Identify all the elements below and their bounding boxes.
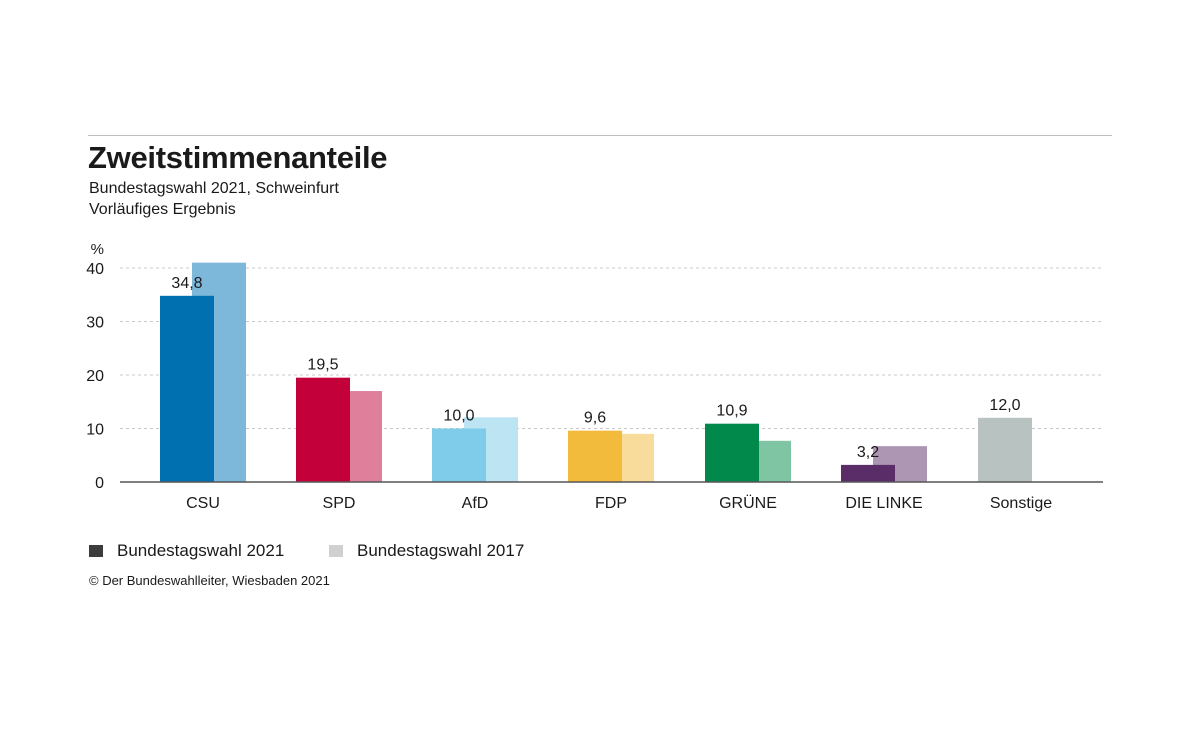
data-label: 19,5 — [307, 357, 338, 374]
bar-chart: 0 10 20 30 40% 34,8 CSU 19,5 SPD 10,0 AfD 9,6 FDP 10,… — [86, 241, 1103, 512]
legend-label-2021: Bundestagswahl 2021 — [117, 541, 285, 560]
y-axis-unit: % — [91, 241, 104, 258]
legend-item-2021: Bundestagswahl 2021 — [89, 541, 284, 561]
chart-title: Zweitstimmenanteile — [88, 140, 388, 175]
x-tick-label: DIE LINKE — [845, 495, 922, 512]
bar-2021-afd — [432, 428, 486, 482]
chart-subtitle: Bundestagswahl 2021, Schweinfurt — [89, 180, 339, 197]
legend-item-2017: Bundestagswahl 2017 — [329, 541, 524, 561]
legend-swatch-2017 — [329, 545, 343, 557]
bar-2021-grüne — [705, 423, 759, 482]
y-tick-label: 10 — [86, 422, 104, 439]
x-tick-label: GRÜNE — [719, 494, 777, 512]
data-label: 34,8 — [171, 275, 202, 292]
y-tick-label: 0 — [95, 475, 104, 492]
data-label: 10,0 — [443, 408, 474, 425]
x-tick-label: Sonstige — [990, 495, 1052, 512]
chart-subtitle-2: Vorläufiges Ergebnis — [89, 201, 236, 218]
data-label: 10,9 — [716, 403, 747, 420]
x-tick-label: CSU — [186, 495, 220, 512]
source-note: © Der Bundeswahlleiter, Wiesbaden 2021 — [89, 573, 330, 588]
bar-2021-fdp — [568, 430, 622, 482]
x-tick-label: AfD — [462, 495, 489, 512]
y-tick-label: 30 — [86, 315, 104, 332]
bar-2021-csu — [160, 295, 214, 482]
bar-2021-sonstige — [978, 417, 1032, 482]
x-tick-label: SPD — [323, 495, 356, 512]
bar-2021-spd — [296, 377, 350, 482]
data-label: 12,0 — [989, 397, 1020, 414]
data-label: 9,6 — [584, 410, 606, 427]
y-tick-label: 20 — [86, 368, 104, 385]
legend-swatch-2021 — [89, 545, 103, 557]
data-label: 3,2 — [857, 444, 879, 461]
bar-2021-die-linke — [841, 464, 895, 482]
top-divider — [88, 135, 1112, 136]
legend-label-2017: Bundestagswahl 2017 — [357, 541, 525, 560]
y-tick-label: 40 — [86, 261, 104, 278]
x-tick-label: FDP — [595, 495, 627, 512]
